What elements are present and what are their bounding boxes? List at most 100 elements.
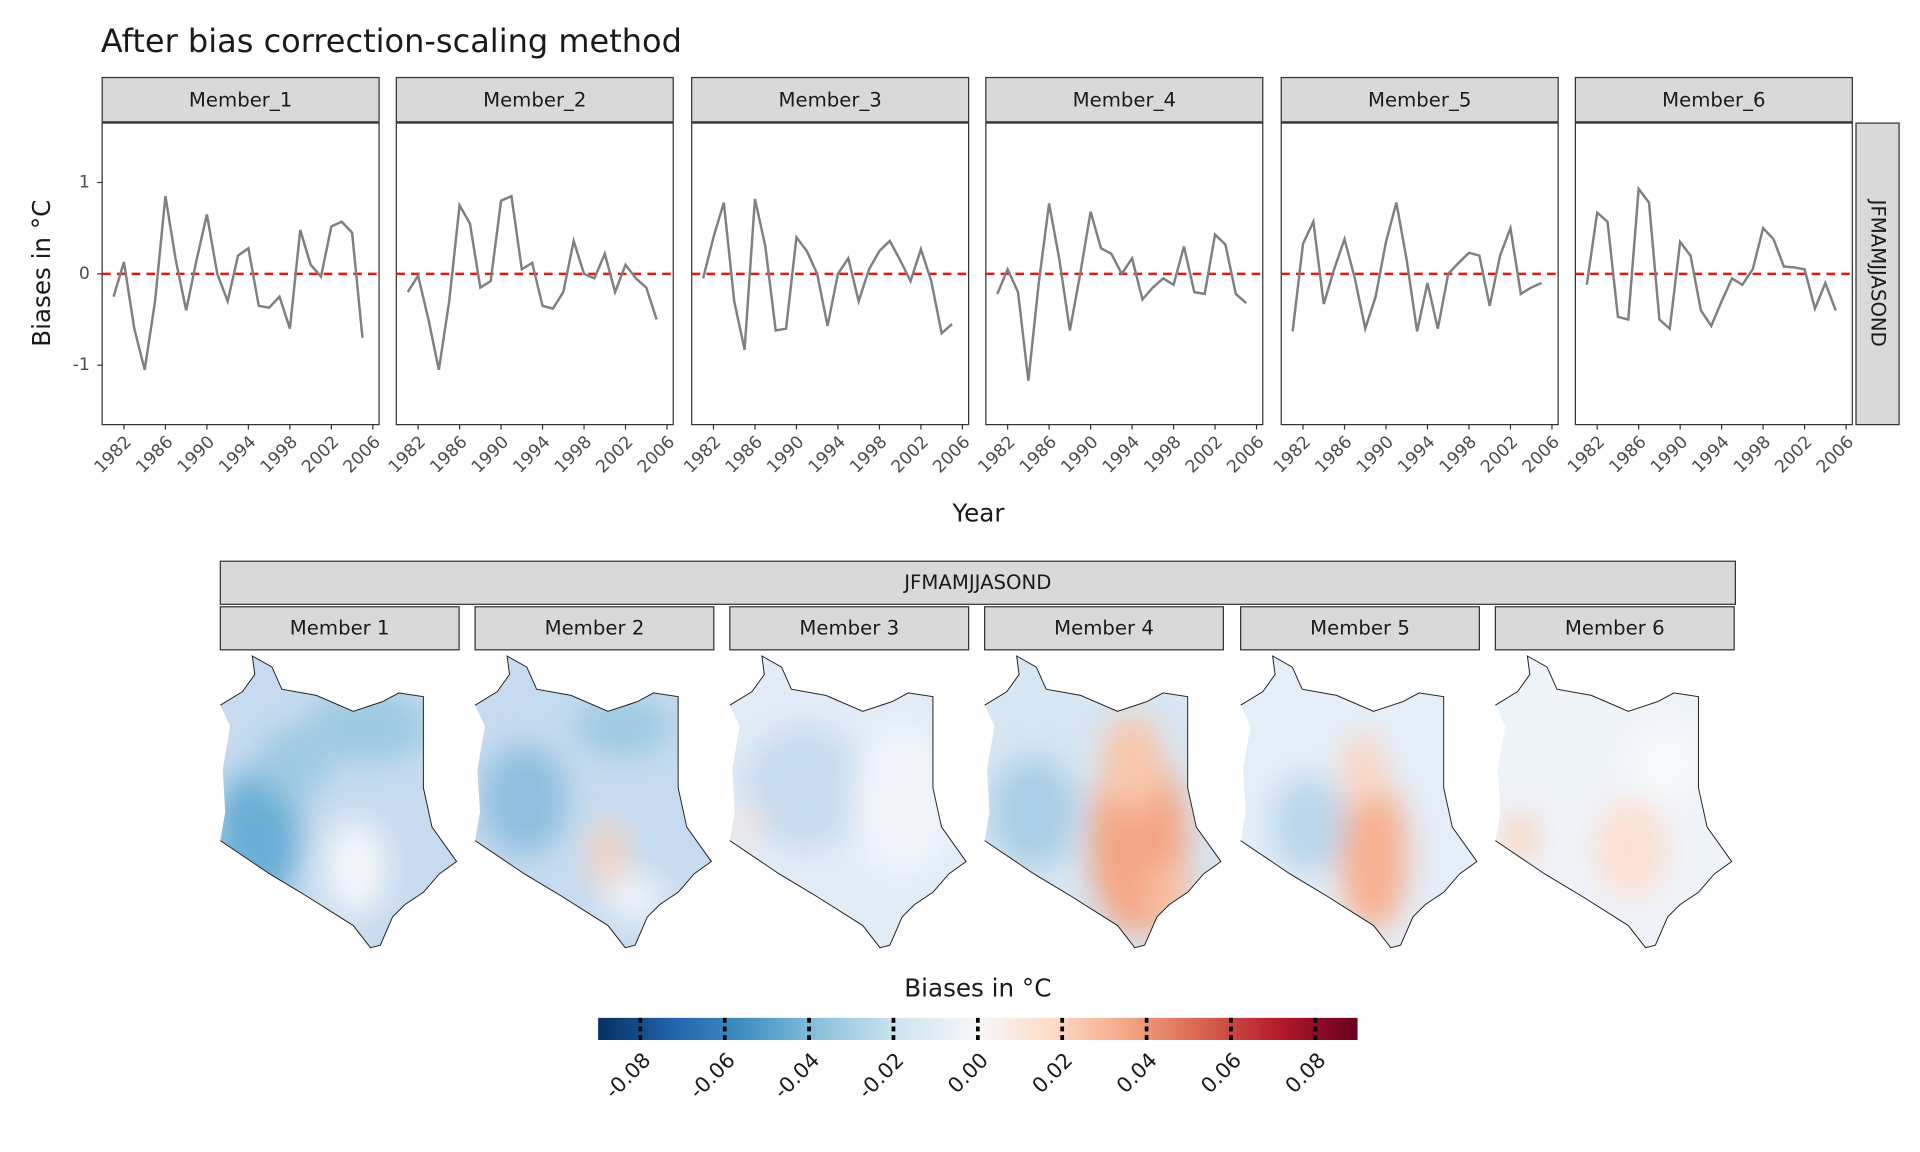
map-blob <box>1101 713 1164 813</box>
x-tick-label: 2002 <box>592 432 637 477</box>
x-tick-label: 2002 <box>1182 432 1227 477</box>
map-blob <box>604 873 666 924</box>
map-blob <box>990 756 1077 868</box>
map-panel-label: Member 5 <box>1310 616 1410 639</box>
map-blob <box>573 695 672 757</box>
series-line <box>1585 185 1837 332</box>
series-line <box>701 198 953 350</box>
y-tick-label: 0 <box>79 264 90 284</box>
map-blob <box>257 726 332 800</box>
legend-title: Biases in °C <box>904 974 1051 1003</box>
colorbar-tick-label: 0.04 <box>1112 1048 1162 1098</box>
x-tick-label: 1994 <box>1688 432 1733 477</box>
map-panel-label: Member 6 <box>1565 616 1665 639</box>
x-tick-label: 1998 <box>1730 432 1775 477</box>
map <box>1240 655 1478 949</box>
country-outline <box>474 655 713 949</box>
series-line <box>112 195 364 371</box>
facet-row-label: JFMAMJJASOND <box>1866 198 1889 347</box>
series-line <box>1291 202 1543 334</box>
chart-title: After bias correction-scaling method <box>101 22 682 60</box>
map-blob <box>1341 732 1386 807</box>
y-tick-label: 1 <box>79 172 90 192</box>
x-tick-label: 1998 <box>257 432 302 477</box>
map-blob <box>1144 861 1194 936</box>
x-tick-label: 1982 <box>974 432 1019 477</box>
x-tick-label: 1994 <box>1099 432 1144 477</box>
x-tick-label: 2006 <box>929 432 974 477</box>
map <box>220 655 458 949</box>
colorbar-tick-label: -0.02 <box>853 1048 908 1103</box>
map-blob <box>1339 779 1408 932</box>
x-tick-label: 1990 <box>468 432 513 477</box>
map-blob <box>736 806 761 844</box>
country-outline <box>220 655 458 949</box>
map-panel-strip <box>474 606 715 651</box>
colorbar-tick-label: -0.06 <box>685 1048 740 1103</box>
colorbar-tick-label: -0.08 <box>600 1048 655 1103</box>
colorbar-tick-label: -0.04 <box>769 1048 824 1103</box>
facet-strip <box>985 76 1264 123</box>
x-tick-label: 1986 <box>426 432 471 477</box>
map-blob <box>481 744 568 856</box>
facet-label: Member_1 <box>189 88 292 111</box>
x-tick-label: 1986 <box>132 432 177 477</box>
x-tick-label: 1994 <box>509 432 554 477</box>
map-blob <box>1501 812 1539 862</box>
map-blobs <box>1271 732 1408 932</box>
x-tick-label: 1994 <box>1394 432 1439 477</box>
map-panel-strip <box>219 606 460 651</box>
map-panel-strip <box>984 606 1224 651</box>
x-tick-label: 1998 <box>846 432 891 477</box>
map-fill <box>220 656 457 948</box>
map-blobs <box>736 726 952 874</box>
x-tick-label: 1986 <box>722 432 767 477</box>
x-tick-label: 1986 <box>1606 432 1651 477</box>
series-line <box>406 194 658 371</box>
facet-label: Member_3 <box>778 88 881 111</box>
x-tick-label: 2002 <box>298 432 343 477</box>
facet-strip <box>395 76 674 123</box>
map <box>474 655 713 949</box>
x-tick-label: 1982 <box>385 432 430 477</box>
facet-strip <box>1574 76 1853 123</box>
map-title: JFMAMJJASOND <box>902 571 1051 594</box>
colorbar-tick-label: 0.08 <box>1281 1048 1331 1098</box>
map-blob <box>1630 726 1705 800</box>
map-blob <box>590 820 626 890</box>
x-tick-label: 1990 <box>763 432 808 477</box>
map-panel-label: Member 4 <box>1054 616 1154 639</box>
map-blobs <box>990 713 1194 936</box>
facet-label: Member_5 <box>1368 88 1471 111</box>
map <box>1495 655 1733 949</box>
x-tick-label: 1990 <box>174 432 219 477</box>
x-tick-label: 2006 <box>1813 432 1858 477</box>
map-panel-label: Member 1 <box>290 616 390 639</box>
x-tick-label: 2002 <box>1771 432 1816 477</box>
map-panel-label: Member 2 <box>545 616 645 639</box>
facet-strip <box>691 76 970 123</box>
y-tick-label: -1 <box>73 355 90 375</box>
map-blob <box>852 726 952 874</box>
country-outline <box>729 655 967 949</box>
x-tick-label: 1986 <box>1016 432 1061 477</box>
facet-strip <box>1280 76 1559 123</box>
facet-label: Member_4 <box>1073 88 1176 111</box>
x-tick-label: 1982 <box>680 432 725 477</box>
map-blobs <box>1501 726 1705 899</box>
x-tick-label: 1990 <box>1647 432 1692 477</box>
x-tick-label: 1998 <box>551 432 596 477</box>
map <box>729 655 967 949</box>
series-line <box>996 203 1247 381</box>
map-blob <box>1271 775 1346 874</box>
x-tick-label: 2006 <box>340 432 385 477</box>
x-tick-label: 1982 <box>91 432 136 477</box>
facet-strip <box>1855 122 1900 426</box>
x-tick-label: 2006 <box>634 432 679 477</box>
country-outline <box>984 655 1222 949</box>
map-blobs <box>481 695 672 924</box>
country-outline <box>1240 655 1478 949</box>
x-tick-label: 1998 <box>1436 432 1481 477</box>
x-axis-label: Year <box>951 498 1005 527</box>
